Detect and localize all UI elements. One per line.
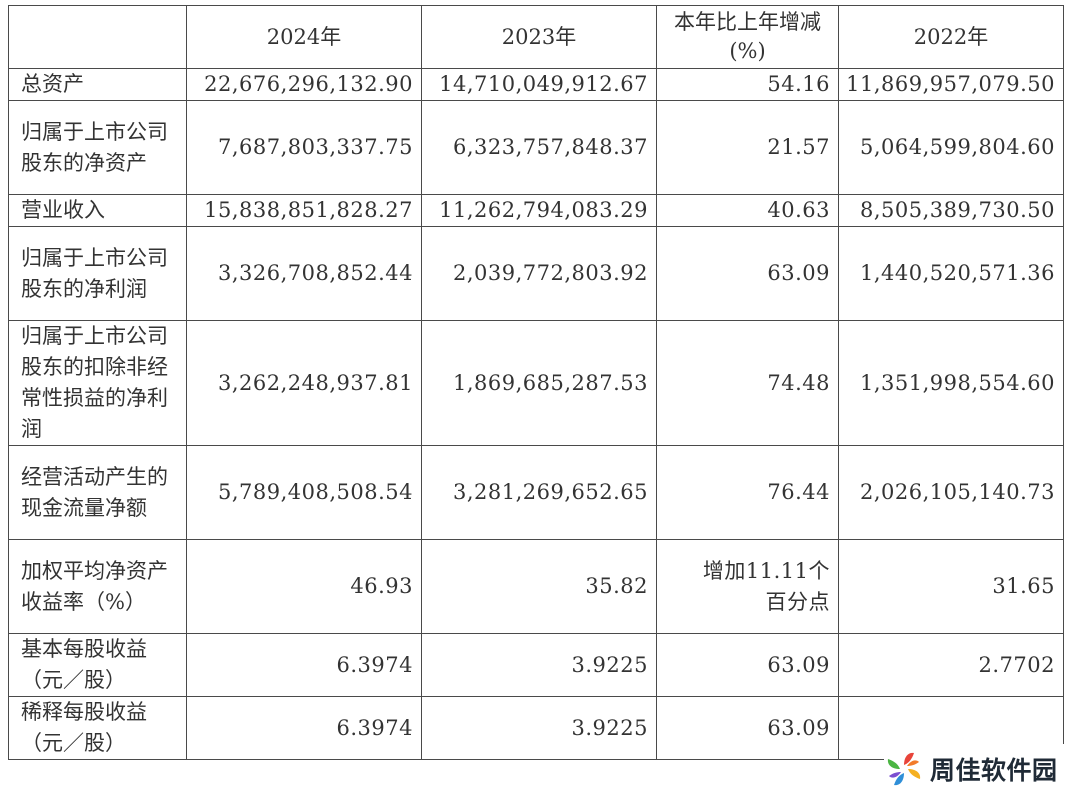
header-change-percent: 本年比上年增减(%) — [656, 5, 839, 69]
cell-2024: 22,676,296,132.90 — [186, 68, 422, 101]
site-watermark: 周佳软件园 — [884, 744, 1080, 794]
cell-2023: 11,262,794,083.29 — [421, 194, 657, 227]
table-header-row: 2024年 2023年 本年比上年增减(%) 2022年 — [8, 5, 1064, 69]
header-2022: 2022年 — [838, 5, 1064, 69]
cell-2022: 31.65 — [838, 539, 1064, 634]
cell-2024: 46.93 — [186, 539, 422, 634]
header-blank-cell — [8, 5, 187, 69]
cell-change: 74.48 — [656, 320, 839, 446]
row-label-net-assets: 归属于上市公司股东的净资产 — [8, 100, 187, 195]
cell-change: 54.16 — [656, 68, 839, 101]
cell-2022: 11,869,957,079.50 — [838, 68, 1064, 101]
table-row: 归属于上市公司股东的净利润 3,326,708,852.44 2,039,772… — [8, 226, 1064, 321]
financial-table-container: 2024年 2023年 本年比上年增减(%) 2022年 总资产 22,676,… — [8, 5, 1064, 760]
cell-2023: 14,710,049,912.67 — [421, 68, 657, 101]
cell-2022: 8,505,389,730.50 — [838, 194, 1064, 227]
table-row: 基本每股收益（元／股） 6.3974 3.9225 63.09 2.7702 — [8, 633, 1064, 697]
row-label-revenue: 营业收入 — [8, 194, 187, 227]
cell-change: 63.09 — [656, 696, 839, 760]
cell-2024: 3,326,708,852.44 — [186, 226, 422, 321]
table-row: 稀释每股收益（元／股） 6.3974 3.9225 63.09 — [8, 696, 1064, 760]
table-row: 总资产 22,676,296,132.90 14,710,049,912.67 … — [8, 68, 1064, 101]
cell-change: 76.44 — [656, 445, 839, 540]
row-label-deducted-net-profit: 归属于上市公司股东的扣除非经常性损益的净利润 — [8, 320, 187, 446]
row-label-roe: 加权平均净资产收益率（%） — [8, 539, 187, 634]
cell-change: 63.09 — [656, 226, 839, 321]
cell-2022: 1,351,998,554.60 — [838, 320, 1064, 446]
cell-2024: 6.3974 — [186, 696, 422, 760]
row-label-diluted-eps: 稀释每股收益（元／股） — [8, 696, 187, 760]
header-2023: 2023年 — [421, 5, 657, 69]
cell-2023: 3,281,269,652.65 — [421, 445, 657, 540]
financial-indicators-table: 2024年 2023年 本年比上年增减(%) 2022年 总资产 22,676,… — [8, 5, 1064, 760]
cell-2024: 7,687,803,337.75 — [186, 100, 422, 195]
pinwheel-logo-icon — [887, 752, 921, 786]
cell-change: 增加11.11个百分点 — [656, 539, 839, 634]
cell-2023: 1,869,685,287.53 — [421, 320, 657, 446]
cell-2023: 6,323,757,848.37 — [421, 100, 657, 195]
cell-change: 63.09 — [656, 633, 839, 697]
cell-2022: 5,064,599,804.60 — [838, 100, 1064, 195]
cell-2024: 5,789,408,508.54 — [186, 445, 422, 540]
table-row: 归属于上市公司股东的扣除非经常性损益的净利润 3,262,248,937.81 … — [8, 320, 1064, 446]
row-label-total-assets: 总资产 — [8, 68, 187, 101]
cell-2024: 3,262,248,937.81 — [186, 320, 422, 446]
cell-2024: 15,838,851,828.27 — [186, 194, 422, 227]
table-row: 加权平均净资产收益率（%） 46.93 35.82 增加11.11个百分点 31… — [8, 539, 1064, 634]
cell-2022: 1,440,520,571.36 — [838, 226, 1064, 321]
row-label-operating-cash-flow: 经营活动产生的现金流量净额 — [8, 445, 187, 540]
cell-2023: 3.9225 — [421, 633, 657, 697]
cell-2024: 6.3974 — [186, 633, 422, 697]
header-2024: 2024年 — [186, 5, 422, 69]
cell-2023: 35.82 — [421, 539, 657, 634]
cell-change: 40.63 — [656, 194, 839, 227]
cell-2023: 2,039,772,803.92 — [421, 226, 657, 321]
cell-2022: 2.7702 — [838, 633, 1064, 697]
watermark-text: 周佳软件园 — [930, 756, 1058, 785]
row-label-net-profit: 归属于上市公司股东的净利润 — [8, 226, 187, 321]
table-row: 归属于上市公司股东的净资产 7,687,803,337.75 6,323,757… — [8, 100, 1064, 195]
table-row: 经营活动产生的现金流量净额 5,789,408,508.54 3,281,269… — [8, 445, 1064, 540]
cell-2022: 2,026,105,140.73 — [838, 445, 1064, 540]
cell-2023: 3.9225 — [421, 696, 657, 760]
cell-change: 21.57 — [656, 100, 839, 195]
table-row: 营业收入 15,838,851,828.27 11,262,794,083.29… — [8, 194, 1064, 227]
row-label-basic-eps: 基本每股收益（元／股） — [8, 633, 187, 697]
